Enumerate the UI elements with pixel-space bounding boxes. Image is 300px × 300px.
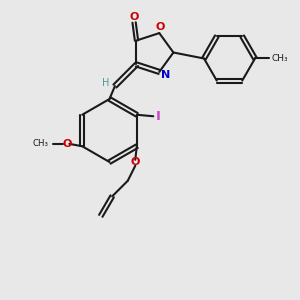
Text: H: H (102, 78, 110, 88)
Text: N: N (161, 70, 170, 80)
Text: O: O (155, 22, 165, 32)
Text: O: O (63, 139, 72, 149)
Text: CH₃: CH₃ (272, 54, 288, 63)
Text: CH₃: CH₃ (33, 139, 49, 148)
Text: O: O (130, 157, 140, 167)
Text: I: I (156, 110, 161, 123)
Text: O: O (129, 12, 139, 22)
